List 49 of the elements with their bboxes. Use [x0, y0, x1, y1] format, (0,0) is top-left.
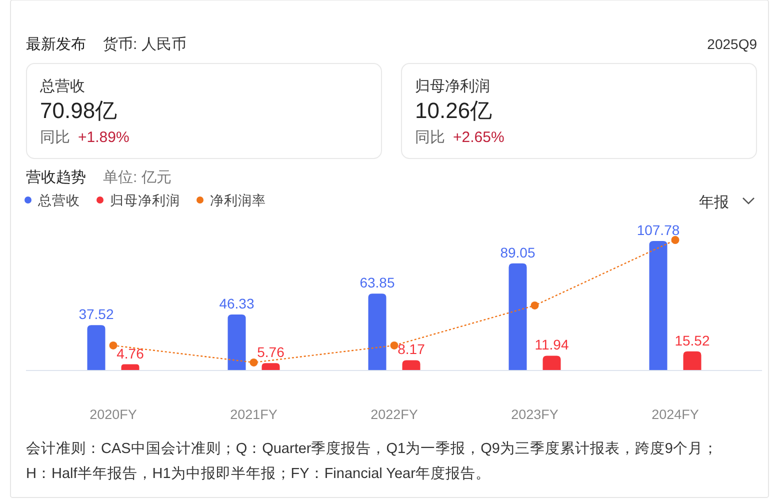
data-label: 4.76: [116, 345, 144, 362]
x-tick-label: 2020FY: [90, 407, 137, 422]
bar: [402, 360, 420, 370]
bar: [121, 364, 140, 370]
x-tick-label: 2024FY: [652, 407, 699, 422]
x-tick-label: 2023FY: [511, 407, 558, 422]
point: [390, 341, 398, 350]
text: 70.98亿: [40, 98, 118, 123]
data-label: 15.52: [674, 332, 710, 348]
data-label: 89.05: [500, 244, 536, 260]
text: 会计准则：CAS中国会计准则；Q：Quarter季度报告，Q1为一季报，Q9为三季度累计报表，跨度9个月；: [26, 440, 718, 457]
data-label: 8.17: [398, 341, 426, 358]
data-label: 63.85: [360, 274, 395, 291]
data-label: 11.94: [534, 336, 569, 353]
bar: [542, 356, 561, 370]
text: +2.65%: [453, 129, 504, 146]
text: 同比: [415, 129, 445, 146]
point: [530, 301, 539, 310]
point: [250, 358, 258, 366]
text: H：Half半年报告，H1为中报即半年报；FY：Financial Year年度报告。: [26, 465, 490, 482]
x-tick-label: 2022FY: [370, 407, 418, 422]
text: 最新发布: [26, 36, 86, 53]
bar: [508, 263, 527, 370]
text: 同比: [40, 129, 70, 146]
legend-label: 净利润率: [210, 193, 266, 208]
chart-subtitle: 单位: 亿元: [103, 169, 172, 186]
text: 10.26亿: [415, 98, 492, 123]
text: 归母净利润: [415, 78, 490, 95]
legend-label: 归母净利润: [110, 193, 180, 208]
chart-title: 营收趋势: [26, 169, 86, 186]
legend-label: 总营收: [37, 193, 80, 208]
bar: [228, 314, 246, 370]
text: 总营收: [39, 78, 85, 95]
x-tick-label: 2021FY: [230, 407, 278, 422]
bar: [649, 240, 668, 370]
point: [671, 236, 680, 244]
bar: [368, 294, 386, 370]
data-label: 5.76: [257, 344, 285, 360]
data-label: 37.52: [78, 306, 114, 322]
bar: [262, 363, 280, 370]
text: 2025Q9: [707, 36, 758, 52]
data-label: 107.78: [636, 222, 680, 238]
text: 货币: 人民币: [103, 36, 186, 53]
bar: [87, 325, 106, 370]
bar: [683, 351, 702, 370]
text: 年报: [699, 194, 729, 211]
text: +1.89%: [78, 129, 130, 146]
data-label: 46.33: [219, 296, 254, 312]
point: [109, 341, 118, 350]
